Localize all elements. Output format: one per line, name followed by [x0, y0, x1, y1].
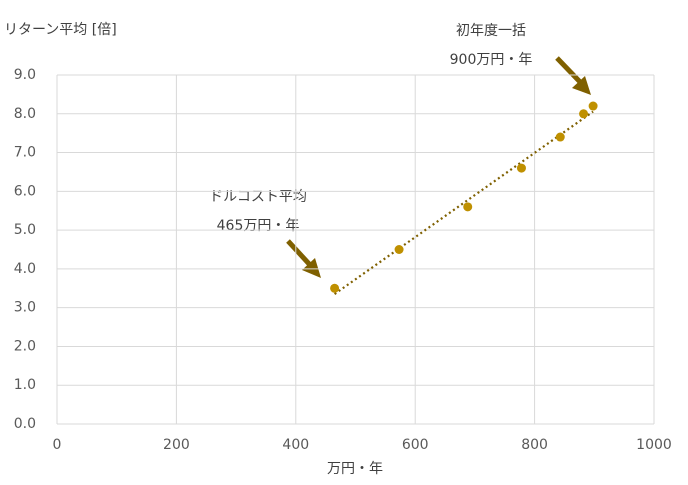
y-tick-label: 7.0 — [14, 145, 36, 161]
point — [588, 101, 598, 111]
annotation: ドルコスト平均 — [209, 189, 307, 205]
point — [516, 163, 526, 173]
x-tick-label: 400 — [282, 437, 309, 453]
arrow-head — [302, 258, 321, 278]
annotation: 465万円・年 — [217, 218, 300, 234]
point — [463, 202, 473, 212]
x-tick-label: 0 — [53, 437, 62, 453]
y-tick-label: 9.0 — [14, 67, 36, 83]
arrows — [286, 56, 591, 278]
point — [555, 132, 565, 142]
y-tick-label: 0.0 — [14, 416, 36, 432]
arrow-head — [572, 76, 591, 95]
y-tick-label: 1.0 — [14, 377, 36, 393]
y-tick-label: 5.0 — [14, 222, 36, 238]
point — [394, 245, 404, 254]
point — [330, 283, 340, 293]
y-tick-label: 3.0 — [14, 300, 36, 316]
y-axis-title: リターン平均 [倍] — [4, 22, 117, 38]
x-tick-label: 1000 — [636, 437, 672, 453]
x-tick-label: 200 — [163, 437, 190, 453]
x-tick-label: 800 — [521, 437, 548, 453]
annotation: 初年度一括 — [456, 22, 526, 39]
annotation: 900万円・年 — [450, 52, 533, 68]
y-tick-label: 6.0 — [14, 183, 36, 199]
y-tick-label: 8.0 — [14, 106, 36, 122]
y-tick-label: 2.0 — [14, 338, 36, 354]
arrow — [555, 56, 584, 86]
arrow — [286, 239, 313, 268]
x-axis-title: 万円・年 — [327, 461, 383, 477]
trendline — [333, 110, 594, 295]
x-tick-label: 600 — [402, 437, 429, 453]
y-tick-label: 4.0 — [14, 261, 36, 277]
point — [579, 109, 589, 119]
